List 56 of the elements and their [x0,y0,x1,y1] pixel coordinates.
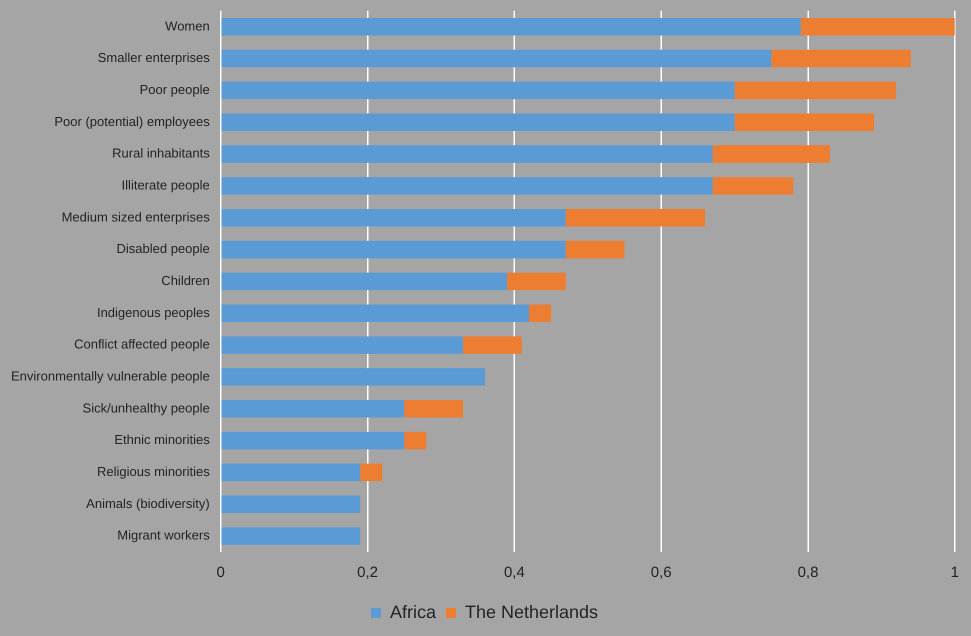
y-tick-label: Sick/unhealthy people [82,400,210,416]
y-tick-label: Indigenous peoples [96,304,210,320]
bar [221,400,404,418]
bar [221,82,735,100]
y-tick-label: Smaller enterprises [98,50,210,66]
x-tick-label: 0,2 [357,564,378,582]
bar [734,113,874,131]
bar [734,82,896,100]
bar [221,208,566,226]
bar [566,208,706,226]
bar [221,336,463,354]
y-tick-label: Conflict affected people [74,336,210,352]
bar [771,50,911,68]
bar [221,432,404,450]
y-tick-label: Ethnic minorities [114,432,210,448]
y-tick-label: Animals (biodiversity) [86,496,210,511]
y-tick-label: Medium sized enterprises [62,209,210,224]
y-tick-label: Environmentally vulnerable people [11,368,210,384]
bar [221,145,713,163]
y-tick-label: Children [161,272,210,288]
bar [221,304,530,322]
bar [507,272,566,290]
bar [404,432,426,450]
x-tick-label: 0 [216,564,225,582]
bar [221,495,360,513]
y-tick-label: Women [165,18,210,34]
legend-label: The Netherlands [464,602,598,622]
bar [712,145,830,163]
bar [221,464,360,482]
x-tick-label: 1 [950,564,959,582]
x-tick-label: 0,8 [798,564,818,582]
y-tick-label: Religious minorities [97,464,210,479]
bar [221,240,566,258]
bar [462,336,522,354]
bar [221,272,508,290]
bar [712,177,794,195]
bar [221,368,486,386]
y-tick-label: Poor (potential) employees [54,114,210,129]
bar [221,50,772,68]
bar [529,304,552,322]
y-tick-label: Illiterate people [122,177,210,192]
y-tick-label: Rural inhabitants [112,146,210,161]
x-tick-label: 0,6 [650,564,672,582]
y-tick-label: Poor people [140,82,210,97]
y-tick-label: Migrant workers [117,528,210,543]
bar [404,400,463,418]
bar [221,18,801,36]
bar [221,527,360,545]
bar [221,177,713,195]
bar [221,113,735,131]
y-tick-label: Disabled people [116,241,210,256]
bar [566,240,624,258]
bar [800,18,955,36]
x-tick-label: 0,4 [504,564,525,582]
bar [360,464,382,482]
legend-label: Africa [390,602,437,622]
